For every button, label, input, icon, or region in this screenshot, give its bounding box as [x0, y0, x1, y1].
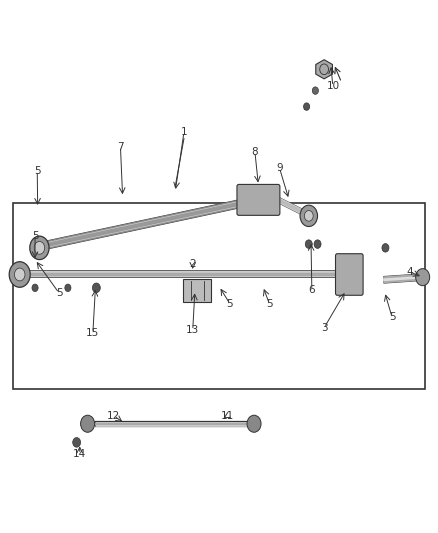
Circle shape [382, 244, 389, 252]
Text: 8: 8 [251, 147, 258, 157]
Circle shape [34, 241, 45, 254]
Circle shape [92, 283, 100, 293]
Text: 7: 7 [117, 142, 124, 151]
Text: 12: 12 [107, 411, 120, 421]
Text: 15: 15 [86, 328, 99, 338]
Text: 13: 13 [186, 326, 199, 335]
Text: 5: 5 [34, 166, 41, 175]
Circle shape [304, 211, 313, 221]
Text: 2: 2 [189, 259, 196, 269]
Circle shape [9, 262, 30, 287]
Circle shape [32, 284, 38, 292]
Circle shape [247, 415, 261, 432]
Circle shape [14, 268, 25, 281]
Circle shape [30, 236, 49, 260]
Text: 5: 5 [56, 288, 63, 298]
Text: 11: 11 [221, 411, 234, 421]
Text: 10: 10 [326, 82, 339, 91]
Text: 9: 9 [276, 163, 283, 173]
Text: 1: 1 [180, 127, 187, 137]
Circle shape [305, 240, 312, 248]
Circle shape [81, 415, 95, 432]
Text: 6: 6 [308, 286, 315, 295]
Text: 4: 4 [406, 267, 413, 277]
Circle shape [314, 240, 321, 248]
Circle shape [73, 438, 81, 447]
FancyBboxPatch shape [237, 184, 280, 215]
Text: 5: 5 [389, 312, 396, 322]
Circle shape [312, 87, 318, 94]
FancyBboxPatch shape [183, 279, 211, 302]
Text: 5: 5 [226, 299, 233, 309]
Bar [13, 203, 425, 389]
Circle shape [300, 205, 318, 227]
Circle shape [304, 103, 310, 110]
Text: 5: 5 [266, 299, 273, 309]
Circle shape [416, 269, 430, 286]
Text: 5: 5 [32, 231, 39, 240]
FancyBboxPatch shape [336, 254, 363, 295]
Text: 3: 3 [321, 323, 328, 333]
Polygon shape [316, 60, 332, 79]
Circle shape [65, 284, 71, 292]
Text: 14: 14 [73, 449, 86, 459]
